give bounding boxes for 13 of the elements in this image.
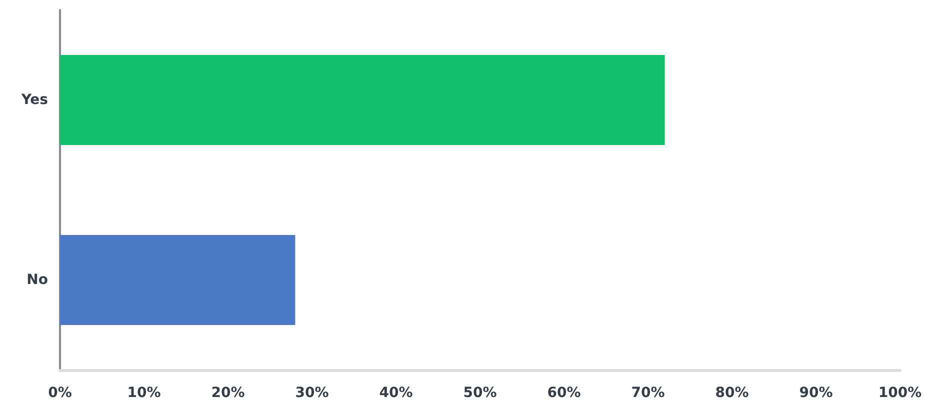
x-tick-label: 30%: [295, 385, 329, 401]
x-tick-label: 40%: [379, 385, 413, 401]
x-tick-label: 90%: [799, 385, 833, 401]
y-tick-label: Yes: [20, 92, 48, 108]
x-tick-label: 70%: [631, 385, 665, 401]
x-tick-label: 60%: [547, 385, 581, 401]
x-tick-label: 20%: [211, 385, 245, 401]
x-tick-label: 50%: [463, 385, 497, 401]
x-tick-label: 80%: [715, 385, 749, 401]
x-tick-label: 0%: [48, 385, 72, 401]
y-tick-label: No: [26, 272, 48, 288]
x-tick-label: 100%: [878, 385, 922, 401]
x-tick-label: 10%: [127, 385, 161, 401]
